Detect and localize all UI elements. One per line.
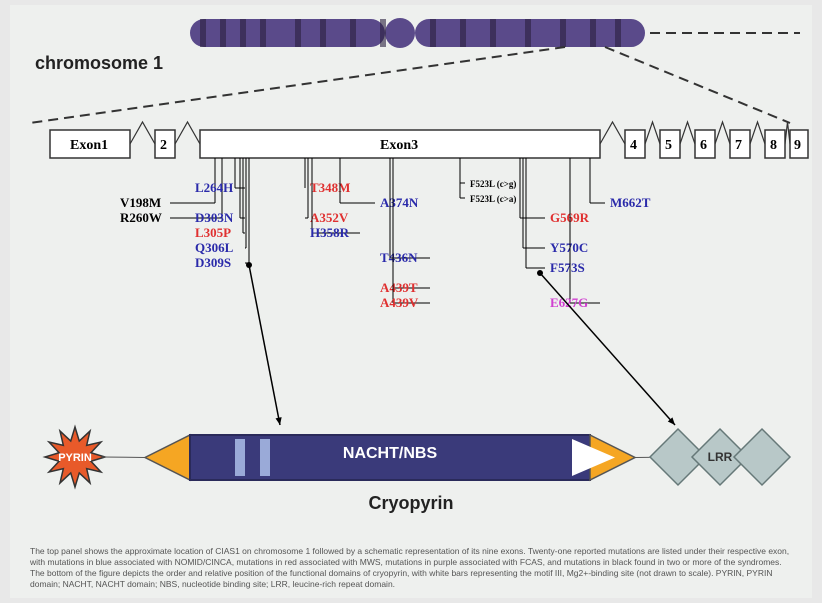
svg-text:A352V: A352V <box>310 210 349 225</box>
svg-text:8: 8 <box>770 138 777 153</box>
svg-text:A439V: A439V <box>380 295 419 310</box>
cryopyrin-label: Cryopyrin <box>10 493 812 514</box>
svg-text:F573S: F573S <box>550 260 585 275</box>
nacht-label: NACHT/NBS <box>190 445 590 463</box>
svg-text:T348M: T348M <box>310 180 350 195</box>
svg-text:D309S: D309S <box>195 255 231 270</box>
svg-text:D303N: D303N <box>195 210 234 225</box>
svg-text:7: 7 <box>735 138 742 153</box>
chromosome-label: chromosome 1 <box>35 53 163 74</box>
svg-text:L264H: L264H <box>195 180 233 195</box>
svg-text:9: 9 <box>794 138 801 153</box>
svg-text:Exon1: Exon1 <box>70 138 108 153</box>
svg-text:L305P: L305P <box>195 225 231 240</box>
svg-text:Q306L: Q306L <box>195 240 234 255</box>
svg-text:2: 2 <box>160 138 167 153</box>
svg-text:Y570C: Y570C <box>550 240 588 255</box>
svg-text:6: 6 <box>700 138 707 153</box>
svg-text:PYRIN: PYRIN <box>58 452 92 464</box>
svg-text:F523L (c>g): F523L (c>g) <box>470 179 516 189</box>
svg-text:LRR: LRR <box>708 450 733 464</box>
svg-text:E627G: E627G <box>550 295 588 310</box>
svg-text:F523L (c>a): F523L (c>a) <box>470 194 516 204</box>
svg-text:R260W: R260W <box>120 210 162 225</box>
svg-text:M662T: M662T <box>610 195 651 210</box>
svg-text:V198M: V198M <box>120 195 161 210</box>
svg-text:H358R: H358R <box>310 225 350 240</box>
svg-text:4: 4 <box>630 138 637 153</box>
figure-panel: { "labels": { "chromosome": "chromosome … <box>10 5 812 598</box>
svg-text:A439T: A439T <box>380 280 418 295</box>
svg-text:5: 5 <box>665 138 672 153</box>
svg-text:Exon3: Exon3 <box>380 138 418 153</box>
svg-text:A374N: A374N <box>380 195 419 210</box>
svg-text:T436N: T436N <box>380 250 418 265</box>
figure-caption: The top panel shows the approximate loca… <box>30 546 792 590</box>
